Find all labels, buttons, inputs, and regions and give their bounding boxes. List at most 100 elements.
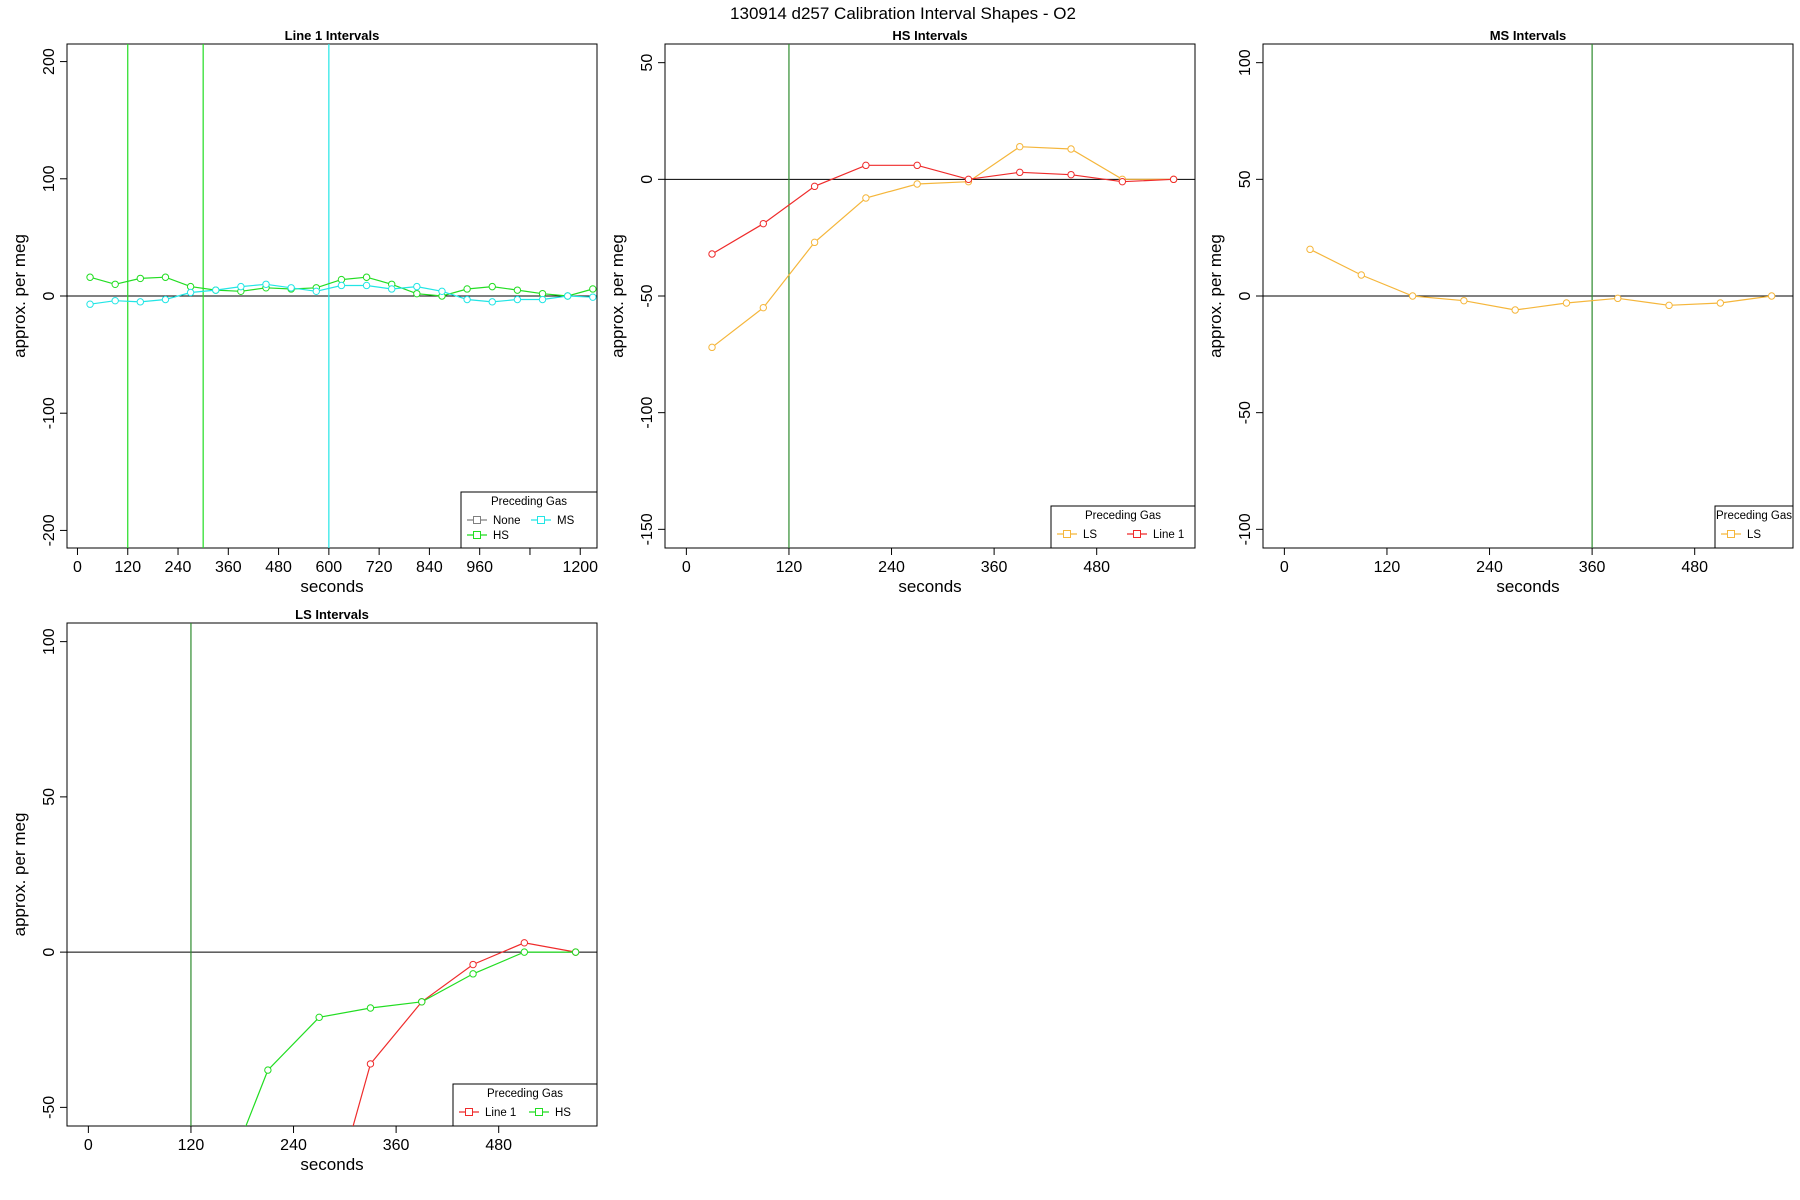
legend-swatch-marker (1727, 530, 1735, 538)
data-point (1306, 245, 1314, 254)
y-tick-label: 100 (41, 165, 58, 192)
data-point (520, 948, 529, 956)
legend-swatch-marker (1133, 530, 1141, 538)
plot-area (1263, 44, 1793, 548)
legend: Preceding Gas Line 1 HS (452, 1083, 598, 1127)
plot-area (67, 44, 597, 548)
legend-entry-label: MS (557, 515, 575, 527)
data-point (862, 194, 870, 202)
y-axis-label: approx. per meg (10, 234, 29, 358)
data-point (136, 298, 145, 306)
data-point (438, 287, 446, 296)
legend: Preceding Gas None MS HS (460, 491, 598, 549)
data-point (312, 287, 320, 296)
x-tick-label: 1200 (562, 559, 598, 576)
y-tick-label: 0 (41, 291, 58, 300)
legend-entry-label: LS (1747, 529, 1761, 541)
panel-title: HS Intervals (892, 28, 967, 43)
x-tick-label: 240 (280, 1137, 307, 1154)
data-point (237, 282, 245, 291)
data-point (1511, 306, 1519, 314)
y-axis-label: approx. per meg (10, 813, 29, 937)
data-point (1067, 170, 1075, 179)
legend: Preceding Gas LS Line 1 (1050, 505, 1196, 549)
y-tick-label: 50 (639, 54, 656, 72)
data-point (315, 1013, 323, 1022)
data-point (388, 285, 396, 293)
y-tick-label: -100 (639, 397, 656, 429)
y-tick-label: 0 (41, 948, 58, 957)
y-tick-label: 100 (41, 628, 58, 655)
x-tick-label: 240 (1476, 559, 1503, 576)
figure-title: 130914 d257 Calibration Interval Shapes … (730, 4, 1076, 23)
legend-box (1050, 505, 1196, 549)
data-point (1067, 145, 1075, 153)
data-point (469, 960, 477, 969)
x-tick-label: 0 (1280, 559, 1289, 576)
data-point (513, 286, 522, 294)
x-tick-label: 480 (485, 1137, 512, 1154)
data-point (413, 289, 421, 298)
panel-title: LS Intervals (295, 607, 369, 622)
data-point (136, 274, 145, 283)
data-point (1016, 142, 1024, 151)
data-point (1357, 271, 1366, 279)
y-tick-label: -200 (41, 514, 58, 546)
x-tick-label: 480 (265, 559, 292, 576)
data-point (759, 219, 768, 228)
data-point (418, 998, 426, 1006)
y-tick-label: 0 (639, 175, 656, 184)
legend-swatch-marker (535, 1108, 543, 1116)
y-axis-label: approx. per meg (608, 234, 627, 358)
legend-title: Preceding Gas (1085, 510, 1161, 522)
data-point (1408, 292, 1417, 300)
data-point (86, 273, 94, 281)
x-tick-label: 840 (416, 559, 443, 576)
y-tick-label: -100 (41, 397, 58, 429)
x-tick-label: 240 (165, 559, 192, 576)
plot-frame (66, 622, 598, 1127)
legend-entry-label: Line 1 (485, 1107, 516, 1119)
data-point (186, 288, 195, 297)
data-point (1716, 299, 1725, 307)
data-point (161, 273, 170, 281)
panel-title: Line 1 Intervals (285, 28, 380, 43)
chart-panel-1: Line 1 Intervals 0 120 240 360 480 600 720 840 96… (10, 28, 598, 596)
x-tick-label: 480 (1083, 559, 1110, 576)
data-point (520, 939, 529, 947)
data-point (413, 282, 421, 291)
x-tick-label: 720 (366, 559, 393, 576)
legend-entry-label: HS (493, 530, 509, 542)
legend-title: Preceding Gas (491, 496, 567, 508)
y-tick-label: 0 (1237, 291, 1254, 300)
data-point (1614, 294, 1622, 303)
data-point (366, 1004, 375, 1012)
y-tick-label: -50 (41, 1096, 58, 1119)
data-point (463, 295, 471, 304)
legend-entry-label: None (493, 515, 521, 527)
series-line-1 (1309, 248, 1772, 311)
chart-panel-2: HS Intervals 0 120 240 360 480 seconds -150 -100… (608, 28, 1196, 596)
legend-swatch-marker (473, 516, 481, 524)
legend-swatch-marker (465, 1108, 473, 1116)
data-point (810, 238, 819, 247)
legend-box (1714, 505, 1794, 549)
x-tick-label: 600 (316, 559, 343, 576)
y-tick-label: 50 (1237, 170, 1254, 188)
data-point (1169, 175, 1178, 184)
x-tick-label: 960 (466, 559, 493, 576)
data-point (1460, 296, 1468, 305)
data-point (913, 180, 921, 188)
x-tick-label: 360 (215, 559, 242, 576)
x-tick-label: 360 (383, 1137, 410, 1154)
x-tick-label: 120 (1374, 559, 1401, 576)
y-tick-label: 200 (41, 48, 58, 75)
data-point (810, 182, 819, 191)
data-point (538, 295, 547, 304)
data-point (463, 285, 471, 293)
x-tick-label: 120 (178, 1137, 205, 1154)
x-tick-label: 360 (1579, 559, 1606, 576)
plot-area (67, 623, 597, 1126)
x-tick-label: 240 (878, 559, 905, 576)
data-point (264, 1066, 272, 1074)
